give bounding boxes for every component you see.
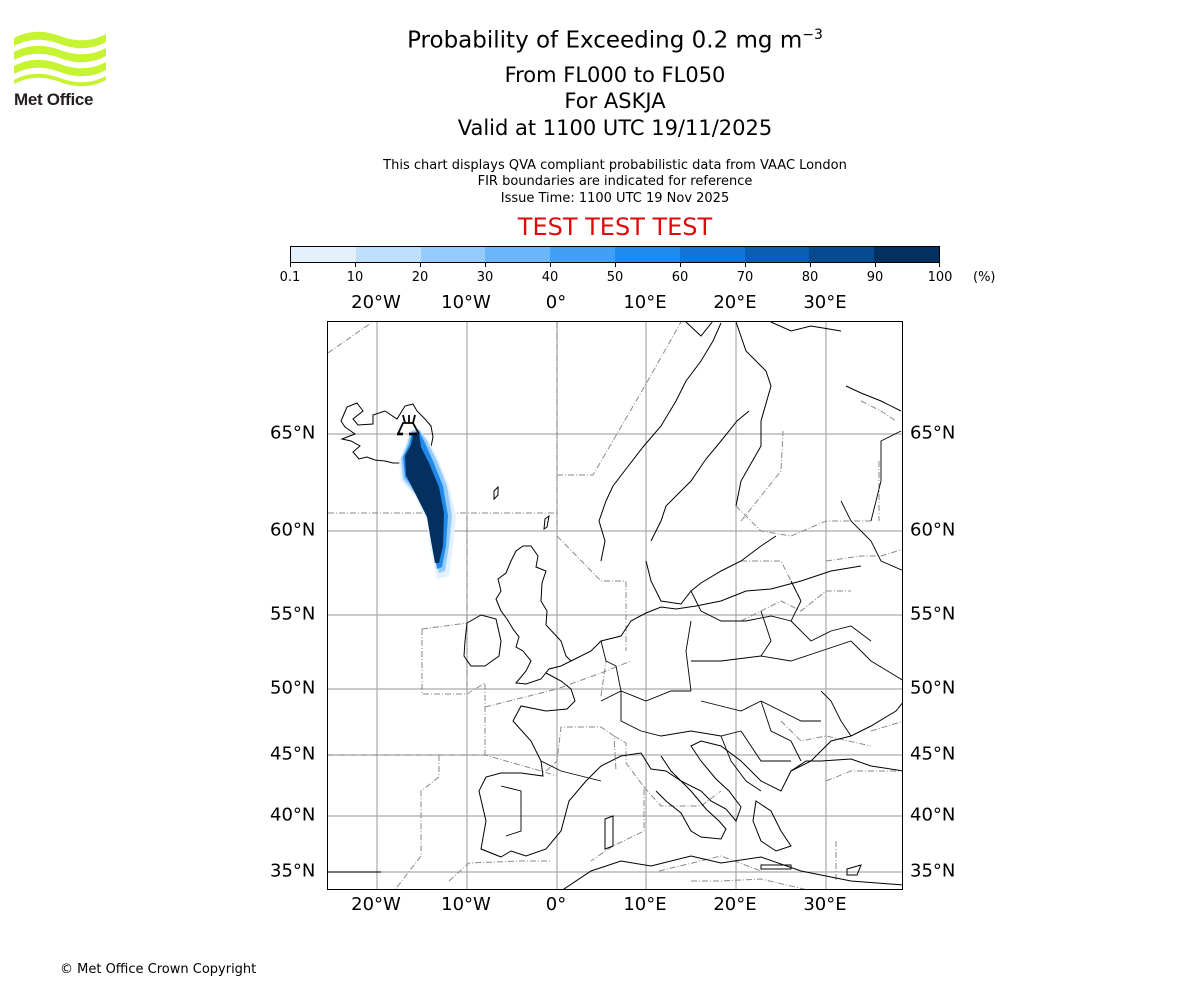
copyright-notice: © Met Office Crown Copyright: [60, 962, 257, 977]
lat-label-left: 40°N: [270, 804, 316, 826]
lon-label-bottom: 10°W: [441, 894, 491, 915]
colorbar-tick: [939, 263, 940, 267]
map-panel: [327, 321, 903, 890]
colorbar-segment: [291, 247, 356, 262]
logo-text: Met Office: [14, 90, 94, 109]
met-office-logo: Met Office: [14, 30, 106, 112]
colorbar-tick: [810, 263, 811, 267]
issue-time: Issue Time: 1100 UTC 19 Nov 2025: [500, 191, 730, 206]
colorbar-label: 30: [476, 270, 494, 285]
colorbar-segment: [355, 247, 421, 262]
lat-label-left: 35°N: [270, 860, 316, 882]
lon-label-top: 0°: [545, 292, 567, 313]
lat-label-left: 60°N: [270, 519, 316, 541]
colorbar-label: 80: [801, 270, 819, 285]
lat-label-right: 65°N: [910, 422, 956, 444]
colorbar-segment: [550, 247, 615, 262]
map-canvas: [328, 322, 902, 889]
lon-label-bottom: 20°E: [713, 894, 757, 915]
colorbar-tick: [290, 263, 291, 267]
colorbar-tick: [680, 263, 681, 267]
colorbar-tick: [745, 263, 746, 267]
colorbar-unit: (%): [973, 270, 996, 285]
test-banner: TEST TEST TEST: [517, 213, 713, 241]
lon-label-top: 30°E: [803, 292, 847, 313]
colorbar-label: 100: [927, 270, 953, 285]
info-line-1: This chart displays QVA compliant probab…: [383, 158, 847, 173]
chart-title: Probability of Exceeding 0.2 mg m−3: [0, 27, 1200, 54]
lat-label-left: 50°N: [270, 677, 316, 699]
lat-label-left: 55°N: [270, 603, 316, 625]
lat-label-right: 55°N: [910, 603, 956, 625]
lon-label-top: 20°E: [713, 292, 757, 313]
lon-label-bottom: 30°E: [803, 894, 847, 915]
colorbar-tick: [615, 263, 616, 267]
lon-label-bottom: 0°: [545, 894, 567, 915]
colorbar-label: 20: [411, 270, 429, 285]
colorbar-label: 90: [866, 270, 884, 285]
ash-plume: [399, 429, 456, 579]
lat-label-left: 45°N: [270, 743, 316, 765]
info-line-2: FIR boundaries are indicated for referen…: [477, 174, 753, 189]
valid-time: Valid at 1100 UTC 19/11/2025: [457, 116, 773, 140]
volcano-marker-icon: [397, 414, 420, 436]
lon-label-top: 10°E: [623, 292, 667, 313]
graticule: [328, 322, 902, 889]
lon-label-bottom: 20°W: [351, 894, 401, 915]
title-superscript: −3: [802, 27, 823, 43]
coastlines: [328, 322, 902, 889]
colorbar-tick: [550, 263, 551, 267]
country-borders: [480, 430, 902, 858]
flight-level-range: From FL000 to FL050: [504, 63, 726, 87]
lat-label-right: 60°N: [910, 519, 956, 541]
colorbar-label: 60: [671, 270, 689, 285]
colorbar-segment: [614, 247, 680, 262]
colorbar-segment: [420, 247, 486, 262]
colorbar-segment: [485, 247, 551, 262]
colorbar-tick: [485, 263, 486, 267]
colorbar-segment: [679, 247, 745, 262]
colorbar-label: 40: [541, 270, 559, 285]
lat-label-right: 45°N: [910, 743, 956, 765]
colorbar-label: 10: [346, 270, 364, 285]
colorbar-segment: [744, 247, 810, 262]
lat-label-right: 40°N: [910, 804, 956, 826]
colorbar-label: 50: [606, 270, 624, 285]
lat-label-right: 35°N: [910, 860, 956, 882]
colorbar-tick: [875, 263, 876, 267]
title-text: Probability of Exceeding 0.2 mg m: [407, 27, 803, 54]
colorbar-tick: [355, 263, 356, 267]
met-office-waves-icon: [14, 31, 106, 87]
lon-label-top: 10°W: [441, 292, 491, 313]
lon-label-top: 20°W: [351, 292, 401, 313]
lat-label-right: 50°N: [910, 677, 956, 699]
lat-label-left: 65°N: [270, 422, 316, 444]
volcano-name: For ASKJA: [564, 89, 666, 113]
fir-boundaries: [328, 322, 902, 889]
lon-label-bottom: 10°E: [623, 894, 667, 915]
colorbar-segment: [809, 247, 875, 262]
colorbar-label: 0.1: [279, 270, 301, 285]
colorbar-tick: [420, 263, 421, 267]
colorbar-label: 70: [736, 270, 754, 285]
colorbar: [290, 246, 940, 263]
colorbar-segment: [874, 247, 939, 262]
